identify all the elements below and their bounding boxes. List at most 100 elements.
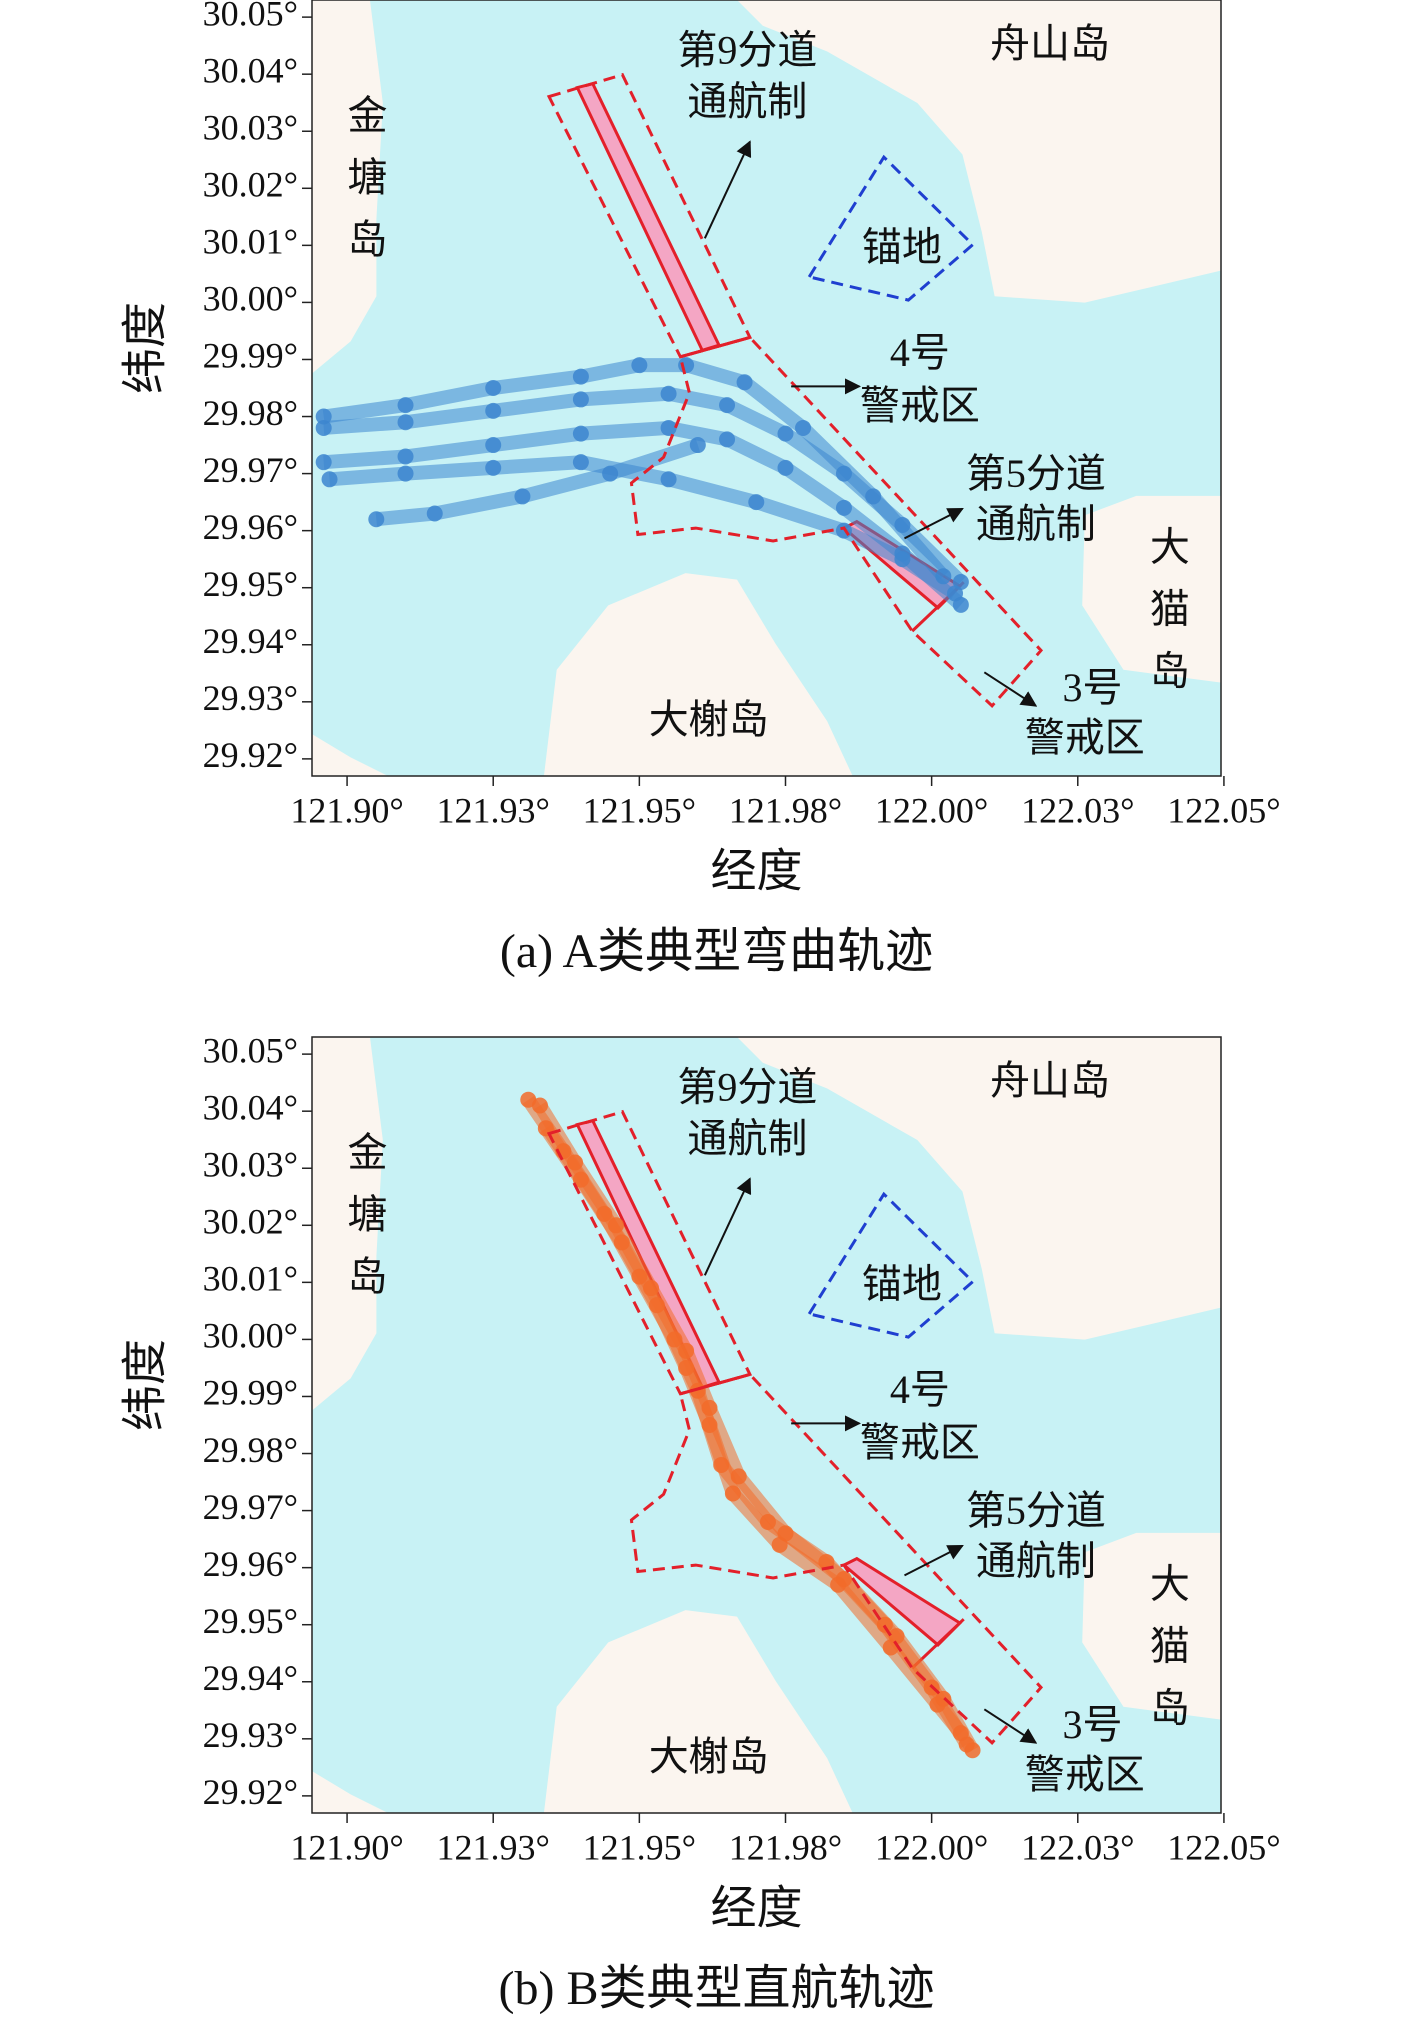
x-tick-label: 122.05°: [1167, 790, 1280, 830]
trajectory-point: [865, 488, 882, 505]
trajectory-point: [719, 397, 736, 414]
warning-zone: [546, 72, 753, 359]
caption: (b) B类典型直航轨迹: [499, 1962, 935, 2015]
annotation-arrow: [703, 1177, 752, 1276]
y-tick-label: 29.94°: [203, 1658, 298, 1698]
y-tick-label: 29.93°: [203, 1715, 298, 1755]
place-label: 第5分道: [966, 1488, 1106, 1533]
y-tick-label: 30.05°: [203, 0, 298, 33]
land: [312, 0, 383, 374]
warning-zone: [629, 335, 1044, 708]
trajectory-point: [315, 419, 332, 436]
trajectory-point: [777, 459, 794, 476]
land: [737, 1037, 1222, 1340]
axes-frame: [311, 0, 1222, 777]
trajectory-point: [397, 465, 414, 482]
y-axis-title: 纬度: [120, 302, 171, 394]
x-axis-title: 经度: [711, 846, 803, 897]
anchorage: [806, 1191, 975, 1339]
trajectory-point: [397, 448, 414, 465]
x-tick-label: 121.90°: [290, 790, 403, 830]
trajectory-point: [719, 431, 736, 448]
y-axis-title: 纬度: [120, 1339, 171, 1431]
place-label: 锚地: [862, 224, 942, 269]
trajectory-point: [572, 391, 589, 408]
place-label: 通航制: [976, 1538, 1096, 1583]
trajectory-point: [835, 499, 852, 516]
trajectory-point: [929, 1696, 946, 1713]
annotation-arrow: [703, 140, 752, 239]
trajectory-point: [952, 1725, 969, 1742]
annotation-arrow: [983, 1708, 1038, 1744]
place-label: 3号: [1063, 1702, 1123, 1747]
land: [543, 573, 853, 777]
y-tick-label: 29.94°: [203, 621, 298, 661]
y-tick-label: 29.98°: [203, 1430, 298, 1470]
trajectory-point: [660, 419, 677, 436]
x-tick-label: 121.93°: [437, 1827, 550, 1867]
trajectory-point: [485, 459, 502, 476]
panel: 舟山岛金塘岛第9分道通航制锚地4号警戒区第5分道通航制大猫岛大榭岛3号警戒区12…: [120, 0, 1281, 978]
trajectory-point: [572, 425, 589, 442]
place-label: 金塘岛: [341, 94, 386, 280]
y-tick-label: 30.03°: [203, 108, 298, 148]
x-tick-label: 121.95°: [583, 1827, 696, 1867]
land: [312, 1037, 383, 1411]
x-tick-label: 121.98°: [729, 1827, 842, 1867]
trajectory-point: [947, 585, 964, 602]
trajectory-point: [315, 408, 332, 425]
place-label: 第9分道: [677, 27, 817, 72]
place-label: 4号: [890, 1367, 950, 1412]
trajectory-point: [777, 425, 794, 442]
trajectory-point: [572, 454, 589, 471]
y-tick-label: 29.97°: [203, 1487, 298, 1527]
trajectory-point: [368, 511, 385, 528]
axes-frame: [311, 1036, 1222, 1814]
y-tick-label: 29.97°: [203, 450, 298, 490]
place-label: 通航制: [687, 79, 807, 124]
panel: 舟山岛金塘岛第9分道通航制锚地4号警戒区第5分道通航制大猫岛大榭岛3号警戒区12…: [120, 1030, 1281, 2015]
y-tick-label: 30.01°: [203, 1259, 298, 1299]
trajectory-point: [485, 402, 502, 419]
trajectory-point: [701, 1417, 718, 1433]
place-label: 警戒区: [1025, 1752, 1145, 1797]
place-label: 第9分道: [677, 1064, 817, 1109]
trajectories: [315, 357, 969, 613]
x-tick-label: 122.05°: [1167, 1827, 1280, 1867]
y-tick-label: 29.95°: [203, 564, 298, 604]
caption: (a) A类典型弯曲轨迹: [500, 925, 933, 978]
place-label: 4号: [890, 330, 950, 375]
trajectory-point: [572, 1171, 589, 1188]
trajectories: [520, 1091, 981, 1759]
trajectory-point: [315, 454, 332, 471]
trajectory-point: [771, 1536, 788, 1553]
x-tick-label: 121.98°: [729, 790, 842, 830]
trajectory-point: [748, 494, 765, 511]
trajectory-point: [485, 437, 502, 454]
x-tick-label: 121.90°: [290, 1827, 403, 1867]
trajectory-point: [397, 414, 414, 431]
y-tick-label: 29.92°: [203, 735, 298, 775]
y-tick-label: 30.03°: [203, 1145, 298, 1185]
place-label: 通航制: [976, 501, 1096, 546]
trajectory-point: [514, 488, 531, 505]
place-label: 锚地: [862, 1261, 942, 1306]
warning-zone: [546, 1109, 753, 1396]
trajectory-point: [678, 1359, 695, 1376]
place-label: 舟山岛: [990, 21, 1110, 66]
y-tick-label: 29.92°: [203, 1772, 298, 1812]
land: [312, 1771, 390, 1814]
x-tick-label: 122.03°: [1021, 790, 1134, 830]
place-label: 大猫岛: [1144, 1563, 1189, 1749]
trajectory-point: [485, 380, 502, 396]
x-tick-label: 122.00°: [875, 1827, 988, 1867]
x-tick-label: 121.93°: [437, 790, 550, 830]
land: [543, 1610, 853, 1814]
place-label: 大榭岛: [649, 1734, 769, 1779]
place-label: 第5分道: [966, 451, 1106, 496]
y-tick-label: 29.98°: [203, 393, 298, 433]
trajectory-point: [830, 1576, 847, 1593]
place-label: 金塘岛: [341, 1131, 386, 1317]
y-tick-label: 29.96°: [203, 1544, 298, 1584]
trajectory-line: [322, 358, 949, 581]
